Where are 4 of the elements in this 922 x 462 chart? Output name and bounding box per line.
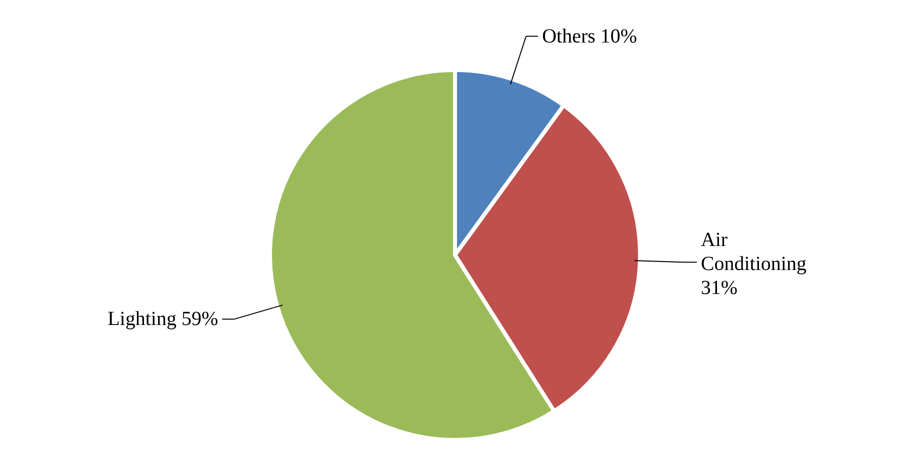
data-label: 31% <box>700 277 738 300</box>
slice-label: Lighting 59% <box>108 308 218 330</box>
slice-label: Air Conditioning <box>700 229 806 276</box>
slice-label: Others 10% <box>542 25 638 48</box>
